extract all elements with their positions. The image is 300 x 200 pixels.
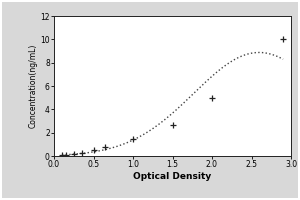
Y-axis label: Concentration(ng/mL): Concentration(ng/mL) [28, 44, 38, 128]
X-axis label: Optical Density: Optical Density [134, 172, 212, 181]
